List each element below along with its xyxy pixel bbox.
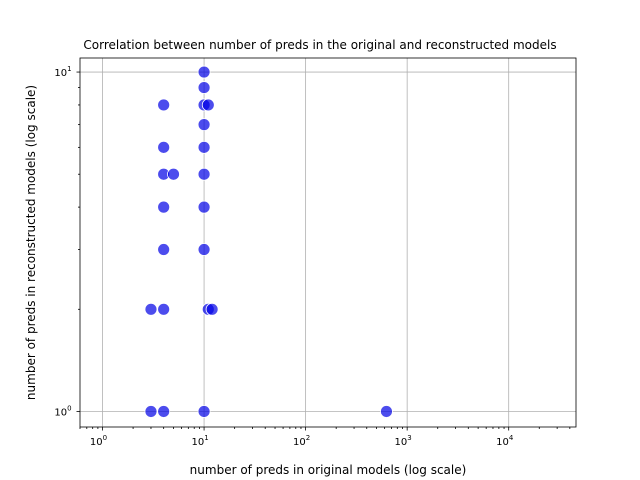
data-point bbox=[157, 98, 171, 112]
data-point bbox=[157, 243, 171, 256]
data-point bbox=[157, 200, 171, 214]
data-point bbox=[197, 140, 211, 154]
x-tick-label: 102 bbox=[293, 434, 310, 448]
data-point bbox=[197, 243, 211, 256]
x-tick-label: 100 bbox=[90, 434, 107, 448]
data-point bbox=[197, 65, 211, 79]
data-point bbox=[157, 140, 171, 154]
data-point bbox=[197, 118, 211, 132]
data-point bbox=[167, 167, 180, 181]
y-axis-label: number of preds in reconstructed models … bbox=[24, 85, 38, 400]
data-point bbox=[144, 302, 158, 316]
y-tick-label: 101 bbox=[54, 65, 71, 79]
data-point bbox=[197, 200, 211, 214]
data-point bbox=[197, 167, 211, 181]
data-point bbox=[157, 302, 171, 316]
axis-ticks: 100 101 102 103 104 100 101 bbox=[54, 65, 571, 448]
chart-title: Correlation between number of preds in t… bbox=[83, 38, 556, 52]
data-points bbox=[144, 65, 393, 418]
plot-frame bbox=[79, 57, 577, 428]
x-axis-label: number of preds in original models (log … bbox=[190, 463, 467, 477]
x-tick-label: 101 bbox=[191, 434, 208, 448]
x-tick-label: 104 bbox=[496, 434, 514, 448]
data-point bbox=[157, 405, 171, 418]
data-point bbox=[205, 302, 219, 316]
data-point bbox=[144, 405, 158, 418]
data-point bbox=[380, 405, 393, 418]
grid bbox=[80, 58, 576, 427]
data-point bbox=[197, 81, 211, 94]
y-tick-label: 100 bbox=[54, 404, 71, 418]
data-point bbox=[197, 405, 211, 418]
x-tick-label: 103 bbox=[395, 434, 412, 448]
data-point bbox=[201, 98, 215, 112]
